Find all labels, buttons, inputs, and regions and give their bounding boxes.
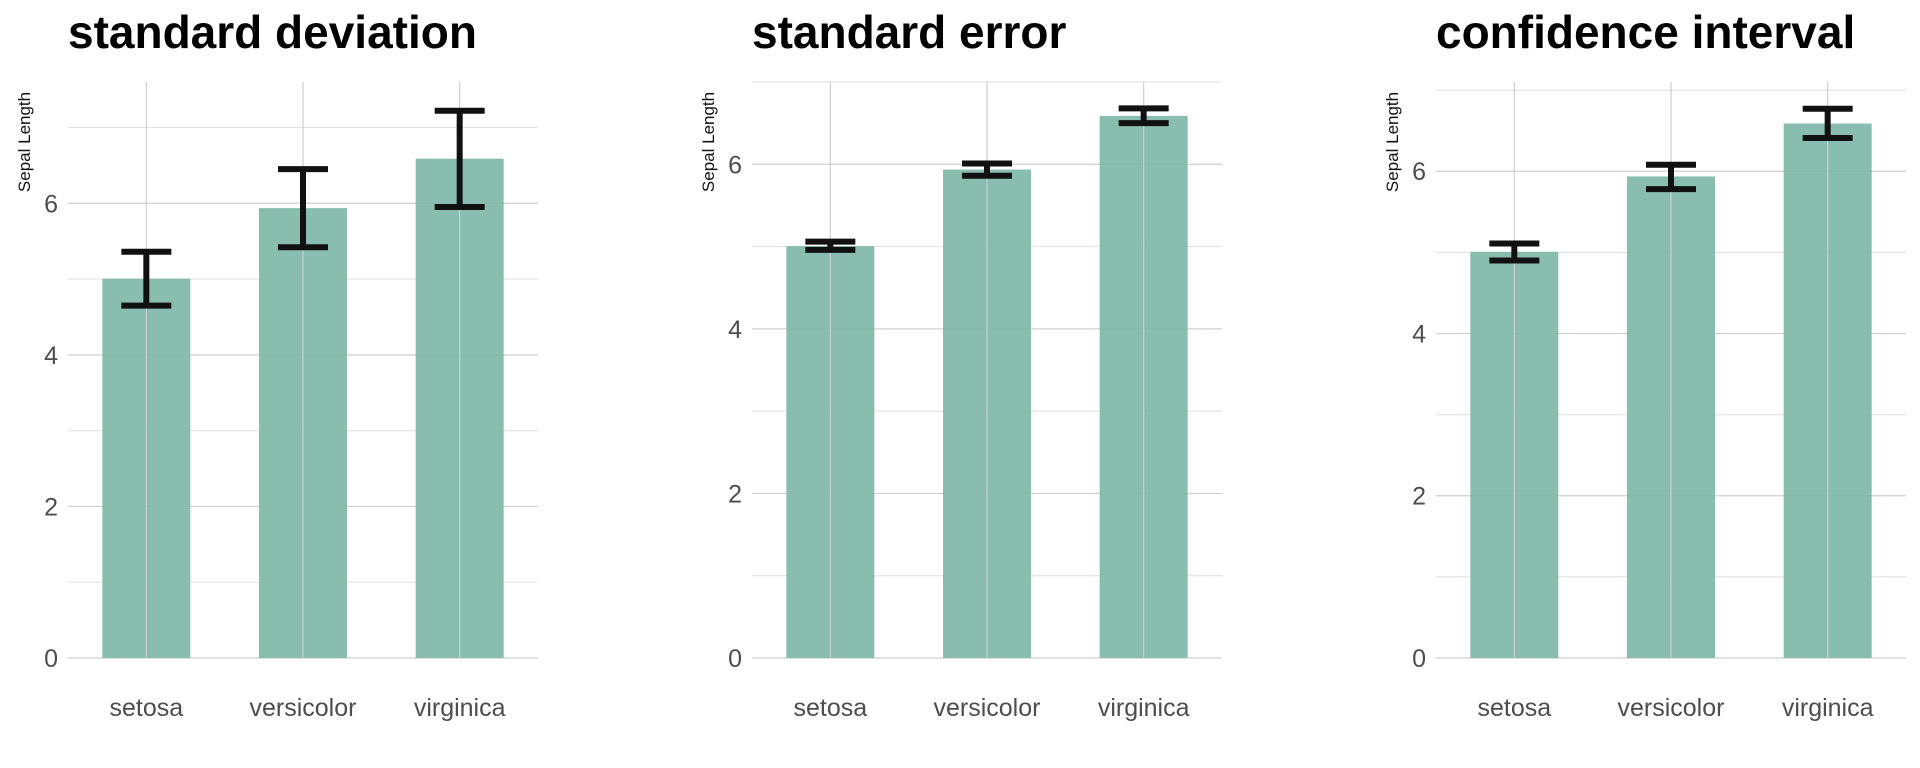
x-tick-label: setosa (109, 694, 183, 722)
y-tick-label: 6 (728, 151, 742, 179)
error-bar-versicolor (278, 166, 328, 251)
x-tick-label: versicolor (250, 694, 357, 722)
y-tick-label: 2 (1412, 483, 1426, 511)
x-tick-label: virginica (1782, 694, 1874, 722)
plot-area: 0 2 4 6 setosa versicolor virginica (1412, 82, 1906, 722)
chart-standard-deviation: standard deviation Sepal Length 0 2 4 6 seto… (15, 6, 538, 722)
error-bar-setosa (121, 248, 172, 309)
chart-standard-error: standard error Sepal Length 0 2 4 6 setosa ve… (699, 6, 1222, 722)
y-tick-label: 0 (728, 645, 742, 673)
y-tick-label: 2 (728, 480, 742, 508)
y-axis-label: Sepal Length (15, 92, 34, 192)
plot-area: 0 2 4 6 setosa versicolor virginica (44, 82, 538, 722)
x-tick-label: setosa (793, 694, 867, 722)
chart-confidence-interval: confidence interval Sepal Length 0 2 4 6 set… (1383, 6, 1906, 722)
y-tick-label: 2 (44, 493, 58, 521)
y-axis-label: Sepal Length (1383, 92, 1402, 192)
y-tick-label: 4 (1412, 320, 1426, 348)
x-tick-label: virginica (414, 694, 506, 722)
error-bar-versicolor (1646, 161, 1696, 193)
chart-title: standard error (752, 6, 1067, 58)
y-tick-label: 0 (1412, 645, 1426, 673)
error-bar-virginica (434, 107, 485, 211)
y-tick-label: 6 (44, 190, 58, 218)
x-tick-label: versicolor (1618, 694, 1725, 722)
y-axis-label: Sepal Length (699, 92, 718, 192)
x-tick-label: versicolor (934, 694, 1041, 722)
chart-title: confidence interval (1436, 6, 1855, 58)
plot-area: 0 2 4 6 setosa versicolor virginica (728, 81, 1222, 722)
error-bar-setosa (1489, 240, 1540, 264)
y-tick-label: 4 (728, 316, 742, 344)
error-bar-versicolor (962, 160, 1012, 179)
x-tick-label: virginica (1098, 694, 1190, 722)
error-bar-virginica (1118, 105, 1169, 127)
error-bar-setosa (805, 238, 856, 253)
error-bar-virginica (1802, 105, 1853, 141)
x-tick-label: setosa (1477, 694, 1551, 722)
chart-title: standard deviation (68, 6, 477, 58)
y-tick-label: 0 (44, 645, 58, 673)
y-tick-label: 6 (1412, 158, 1426, 186)
y-tick-label: 4 (44, 342, 58, 370)
